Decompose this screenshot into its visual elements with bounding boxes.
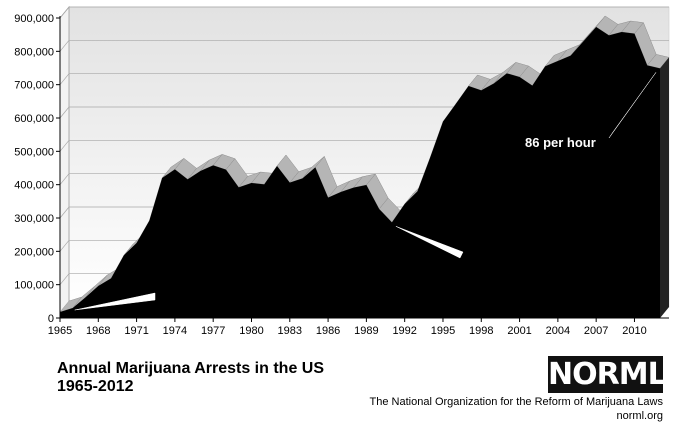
annotation-label: 33 per hour	[468, 247, 539, 262]
gridline	[59, 73, 669, 85]
x-tick-label: 1965	[48, 325, 72, 337]
y-axis-ticks: 0 100,000 200,000 300,000 400,000 500,000 600,…	[14, 13, 60, 325]
organization-name: The National Organization for the Reform…	[369, 396, 663, 408]
y-tick-label: 0	[48, 313, 54, 325]
x-tick-label: 1998	[469, 325, 493, 337]
x-tick-label: 1995	[431, 325, 455, 337]
gridline	[59, 39, 669, 52]
annotation-label: 86 per hour	[525, 135, 596, 150]
x-tick-label: 1989	[354, 325, 378, 337]
x-axis-ticks: 1965 1968 1971 1974 1977 1980 1983 1986 1989 1992…	[48, 318, 647, 337]
area-end-cap	[660, 57, 669, 318]
x-tick-label: 1971	[124, 325, 148, 337]
x-tick-label: 1968	[86, 325, 110, 337]
annotation-pointer	[74, 292, 156, 311]
y-tick-label: 800,000	[14, 46, 54, 58]
annotations: 2 per hour 33 per hour 86 per hour	[74, 72, 657, 311]
x-tick-label: 1974	[163, 325, 187, 337]
annotation-pointer	[608, 72, 657, 139]
y-tick-label: 600,000	[14, 113, 54, 125]
x-tick-label: 2001	[507, 325, 531, 337]
x-tick-label: 2007	[584, 325, 608, 337]
y-tick-label: 400,000	[14, 180, 54, 192]
chart-title: Annual Marijuana Arrests in the US	[57, 360, 325, 377]
annotation-label: 2 per hour	[155, 289, 219, 304]
chart-title-block: Annual Marijuana Arrests in the US 1965-…	[57, 360, 324, 396]
annotation-pointer	[395, 226, 464, 259]
x-tick-label: 1983	[278, 325, 302, 337]
chart-subtitle: 1965-2012	[57, 378, 134, 395]
y-tick-label: 100,000	[14, 280, 54, 292]
gridline	[59, 6, 669, 19]
area-series	[59, 15, 670, 318]
axes	[59, 16, 669, 319]
x-tick-label: 1980	[239, 325, 263, 337]
y-tick-label: 700,000	[14, 80, 54, 92]
y-tick-label: 300,000	[14, 213, 54, 225]
x-tick-label: 1977	[201, 325, 225, 337]
x-tick-label: 2004	[546, 325, 570, 337]
x-tick-label: 1992	[392, 325, 416, 337]
y-tick-label: 200,000	[14, 246, 54, 258]
y-tick-label: 500,000	[14, 146, 54, 158]
y-tick-label: 900,000	[14, 13, 54, 25]
x-tick-label: 2010	[622, 325, 646, 337]
x-tick-label: 1986	[316, 325, 340, 337]
area-front	[60, 27, 660, 318]
norml-logo: NORML	[548, 356, 667, 393]
side-wall	[59, 5, 70, 320]
chart: 0 100,000 200,000 300,000 400,000 500,000 600,…	[14, 5, 670, 337]
organization-url: norml.org	[616, 410, 663, 422]
